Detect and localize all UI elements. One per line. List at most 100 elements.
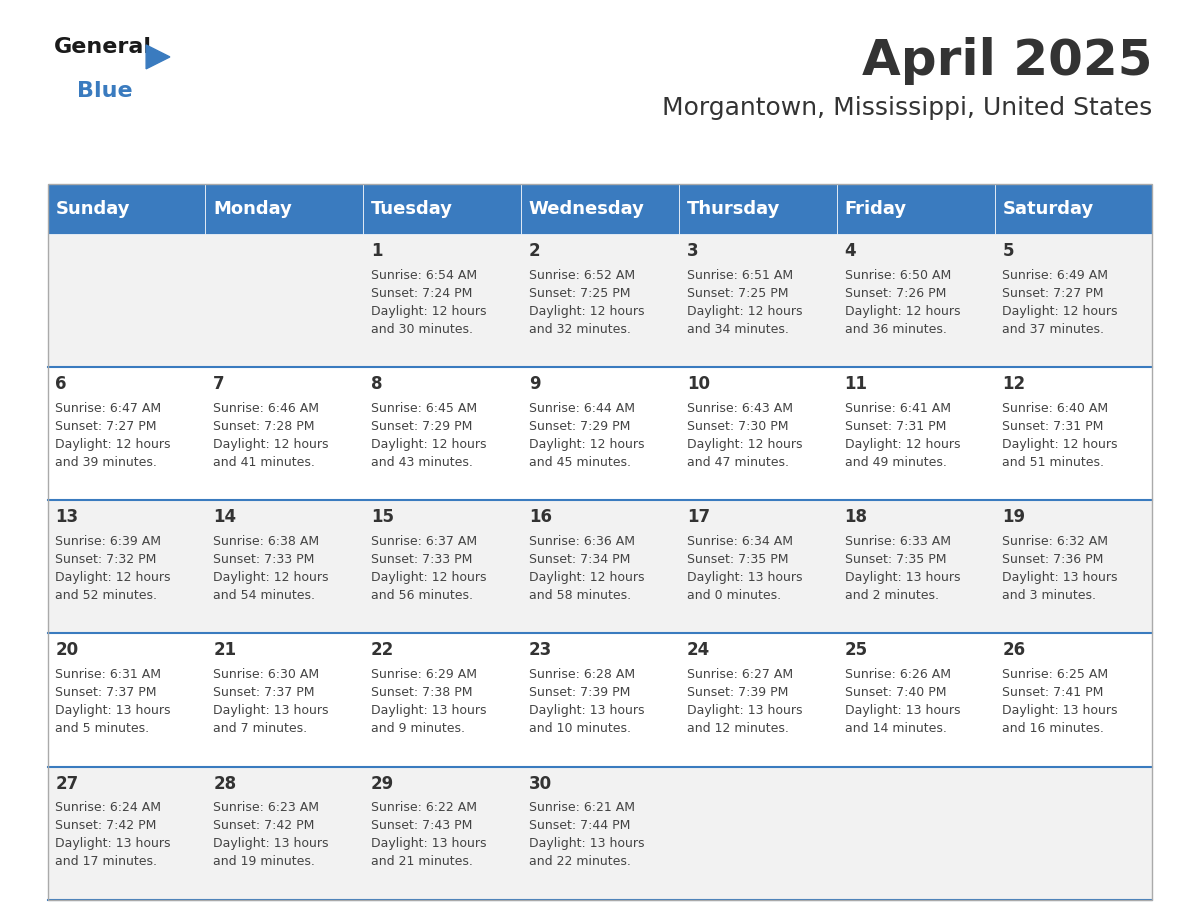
Text: Sunrise: 6:46 AM
Sunset: 7:28 PM
Daylight: 12 hours
and 41 minutes.: Sunrise: 6:46 AM Sunset: 7:28 PM Dayligh… <box>213 402 329 469</box>
Text: Sunrise: 6:32 AM
Sunset: 7:36 PM
Daylight: 13 hours
and 3 minutes.: Sunrise: 6:32 AM Sunset: 7:36 PM Dayligh… <box>1003 535 1118 602</box>
Bar <box>678 500 836 633</box>
Bar <box>678 633 836 767</box>
Bar <box>994 633 1152 767</box>
Bar <box>206 184 364 234</box>
Text: 3: 3 <box>687 242 699 260</box>
Text: Sunrise: 6:37 AM
Sunset: 7:33 PM
Daylight: 12 hours
and 56 minutes.: Sunrise: 6:37 AM Sunset: 7:33 PM Dayligh… <box>371 535 487 602</box>
Bar <box>994 500 1152 633</box>
Text: 30: 30 <box>529 775 552 792</box>
Bar <box>994 184 1152 234</box>
Bar <box>522 184 678 234</box>
Text: Sunrise: 6:30 AM
Sunset: 7:37 PM
Daylight: 13 hours
and 7 minutes.: Sunrise: 6:30 AM Sunset: 7:37 PM Dayligh… <box>213 668 329 735</box>
Text: 14: 14 <box>213 509 236 526</box>
Text: 20: 20 <box>56 642 78 659</box>
Bar <box>836 767 994 900</box>
Text: Sunrise: 6:44 AM
Sunset: 7:29 PM
Daylight: 12 hours
and 45 minutes.: Sunrise: 6:44 AM Sunset: 7:29 PM Dayligh… <box>529 402 644 469</box>
Text: Sunrise: 6:23 AM
Sunset: 7:42 PM
Daylight: 13 hours
and 19 minutes.: Sunrise: 6:23 AM Sunset: 7:42 PM Dayligh… <box>213 801 329 868</box>
Text: 2: 2 <box>529 242 541 260</box>
Text: 28: 28 <box>213 775 236 792</box>
Bar <box>206 234 364 367</box>
Text: 8: 8 <box>371 375 383 393</box>
Text: Sunrise: 6:26 AM
Sunset: 7:40 PM
Daylight: 13 hours
and 14 minutes.: Sunrise: 6:26 AM Sunset: 7:40 PM Dayligh… <box>845 668 960 735</box>
Text: Sunrise: 6:29 AM
Sunset: 7:38 PM
Daylight: 13 hours
and 9 minutes.: Sunrise: 6:29 AM Sunset: 7:38 PM Dayligh… <box>371 668 487 735</box>
Text: 9: 9 <box>529 375 541 393</box>
Bar <box>206 367 364 500</box>
Text: Sunrise: 6:22 AM
Sunset: 7:43 PM
Daylight: 13 hours
and 21 minutes.: Sunrise: 6:22 AM Sunset: 7:43 PM Dayligh… <box>371 801 487 868</box>
Text: Sunrise: 6:36 AM
Sunset: 7:34 PM
Daylight: 12 hours
and 58 minutes.: Sunrise: 6:36 AM Sunset: 7:34 PM Dayligh… <box>529 535 644 602</box>
Text: Sunrise: 6:54 AM
Sunset: 7:24 PM
Daylight: 12 hours
and 30 minutes.: Sunrise: 6:54 AM Sunset: 7:24 PM Dayligh… <box>371 269 487 336</box>
Bar <box>836 500 994 633</box>
Text: 13: 13 <box>56 509 78 526</box>
Bar <box>522 500 678 633</box>
Text: 4: 4 <box>845 242 857 260</box>
Text: 11: 11 <box>845 375 867 393</box>
Text: Sunrise: 6:49 AM
Sunset: 7:27 PM
Daylight: 12 hours
and 37 minutes.: Sunrise: 6:49 AM Sunset: 7:27 PM Dayligh… <box>1003 269 1118 336</box>
Text: Sunrise: 6:51 AM
Sunset: 7:25 PM
Daylight: 12 hours
and 34 minutes.: Sunrise: 6:51 AM Sunset: 7:25 PM Dayligh… <box>687 269 802 336</box>
Bar <box>994 234 1152 367</box>
Text: Blue: Blue <box>77 81 133 101</box>
Bar <box>522 767 678 900</box>
Bar <box>48 184 1152 900</box>
Text: Sunrise: 6:24 AM
Sunset: 7:42 PM
Daylight: 13 hours
and 17 minutes.: Sunrise: 6:24 AM Sunset: 7:42 PM Dayligh… <box>56 801 171 868</box>
Text: Sunrise: 6:21 AM
Sunset: 7:44 PM
Daylight: 13 hours
and 22 minutes.: Sunrise: 6:21 AM Sunset: 7:44 PM Dayligh… <box>529 801 644 868</box>
Text: 21: 21 <box>213 642 236 659</box>
Text: Sunrise: 6:50 AM
Sunset: 7:26 PM
Daylight: 12 hours
and 36 minutes.: Sunrise: 6:50 AM Sunset: 7:26 PM Dayligh… <box>845 269 960 336</box>
Text: General: General <box>53 37 151 57</box>
Text: 29: 29 <box>371 775 394 792</box>
Text: Morgantown, Mississippi, United States: Morgantown, Mississippi, United States <box>662 96 1152 120</box>
Text: Sunrise: 6:41 AM
Sunset: 7:31 PM
Daylight: 12 hours
and 49 minutes.: Sunrise: 6:41 AM Sunset: 7:31 PM Dayligh… <box>845 402 960 469</box>
Bar <box>48 367 206 500</box>
Bar <box>522 367 678 500</box>
Bar <box>994 367 1152 500</box>
Text: 1: 1 <box>371 242 383 260</box>
Bar <box>206 767 364 900</box>
Bar <box>678 367 836 500</box>
Bar <box>48 184 206 234</box>
Bar <box>836 367 994 500</box>
Bar <box>678 184 836 234</box>
Text: 24: 24 <box>687 642 710 659</box>
Text: Sunrise: 6:34 AM
Sunset: 7:35 PM
Daylight: 13 hours
and 0 minutes.: Sunrise: 6:34 AM Sunset: 7:35 PM Dayligh… <box>687 535 802 602</box>
Bar <box>678 234 836 367</box>
Bar <box>206 500 364 633</box>
Text: 7: 7 <box>213 375 225 393</box>
Text: Sunday: Sunday <box>56 200 129 218</box>
Text: Sunrise: 6:31 AM
Sunset: 7:37 PM
Daylight: 13 hours
and 5 minutes.: Sunrise: 6:31 AM Sunset: 7:37 PM Dayligh… <box>56 668 171 735</box>
Text: Sunrise: 6:33 AM
Sunset: 7:35 PM
Daylight: 13 hours
and 2 minutes.: Sunrise: 6:33 AM Sunset: 7:35 PM Dayligh… <box>845 535 960 602</box>
Bar <box>522 633 678 767</box>
Text: Friday: Friday <box>845 200 906 218</box>
Text: Wednesday: Wednesday <box>529 200 645 218</box>
Bar <box>522 234 678 367</box>
Text: 23: 23 <box>529 642 552 659</box>
Text: 17: 17 <box>687 509 710 526</box>
Bar <box>364 234 522 367</box>
Text: Saturday: Saturday <box>1003 200 1094 218</box>
Text: 12: 12 <box>1003 375 1025 393</box>
Bar <box>836 184 994 234</box>
Text: 10: 10 <box>687 375 709 393</box>
Text: 25: 25 <box>845 642 867 659</box>
Text: Sunrise: 6:25 AM
Sunset: 7:41 PM
Daylight: 13 hours
and 16 minutes.: Sunrise: 6:25 AM Sunset: 7:41 PM Dayligh… <box>1003 668 1118 735</box>
Text: 5: 5 <box>1003 242 1013 260</box>
Bar <box>364 367 522 500</box>
Text: Tuesday: Tuesday <box>371 200 453 218</box>
Bar <box>48 500 206 633</box>
Polygon shape <box>146 45 170 69</box>
Text: Sunrise: 6:39 AM
Sunset: 7:32 PM
Daylight: 12 hours
and 52 minutes.: Sunrise: 6:39 AM Sunset: 7:32 PM Dayligh… <box>56 535 171 602</box>
Bar <box>48 633 206 767</box>
Text: April 2025: April 2025 <box>861 37 1152 84</box>
Bar <box>364 500 522 633</box>
Text: 22: 22 <box>371 642 394 659</box>
Text: Sunrise: 6:45 AM
Sunset: 7:29 PM
Daylight: 12 hours
and 43 minutes.: Sunrise: 6:45 AM Sunset: 7:29 PM Dayligh… <box>371 402 487 469</box>
Bar <box>364 633 522 767</box>
Bar <box>836 633 994 767</box>
Text: Monday: Monday <box>213 200 292 218</box>
Text: 19: 19 <box>1003 509 1025 526</box>
Text: 15: 15 <box>371 509 394 526</box>
Text: 27: 27 <box>56 775 78 792</box>
Bar <box>364 767 522 900</box>
Text: 6: 6 <box>56 375 67 393</box>
Text: Sunrise: 6:40 AM
Sunset: 7:31 PM
Daylight: 12 hours
and 51 minutes.: Sunrise: 6:40 AM Sunset: 7:31 PM Dayligh… <box>1003 402 1118 469</box>
Bar <box>48 767 206 900</box>
Text: Sunrise: 6:28 AM
Sunset: 7:39 PM
Daylight: 13 hours
and 10 minutes.: Sunrise: 6:28 AM Sunset: 7:39 PM Dayligh… <box>529 668 644 735</box>
